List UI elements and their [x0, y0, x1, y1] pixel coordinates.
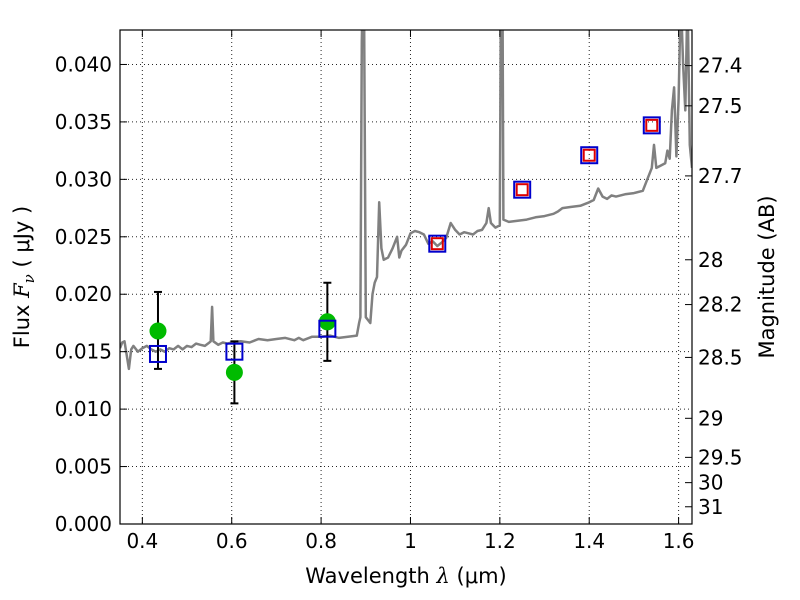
model-square-blue	[513, 180, 532, 199]
observed-marker	[225, 363, 243, 381]
observed-marker	[149, 322, 167, 340]
x-tick-label: 1.6	[663, 529, 695, 553]
x-tick-label: 0.4	[126, 529, 158, 553]
model-square-red	[645, 118, 659, 132]
ticks	[120, 30, 692, 525]
axis-labels: 0.4 0.6 0.8 1 1.2 1.4 1.6 0.000 0.005 0.010 0.015 0…	[10, 52, 779, 588]
y-axis-title: Flux Fν ( μJy )	[10, 206, 38, 348]
magnitude-axis-title: Magnitude (AB)	[755, 195, 779, 358]
model-square-red	[515, 183, 529, 197]
x-axis-title: Wavelength λ (μm)	[305, 564, 506, 588]
sed-line	[120, 30, 692, 371]
y-tick-label: 0.030	[55, 167, 112, 191]
y-tick-label: 0.015	[55, 340, 112, 364]
model-square-blue	[580, 146, 599, 165]
magnitude-tick-label: 27.4	[698, 54, 743, 78]
series-layer	[120, 30, 692, 405]
y-tick-label: 0.020	[55, 282, 112, 306]
x-tick-label: 1.2	[484, 529, 516, 553]
y-tick-label: 0.025	[55, 225, 112, 249]
magnitude-tick-label: 27.7	[698, 164, 743, 188]
observed-point	[225, 340, 243, 405]
magnitude-tick-label: 29.5	[698, 445, 743, 469]
x-tick-label: 0.8	[305, 529, 337, 553]
observed-point	[318, 281, 336, 362]
x-tick-label: 1	[404, 529, 417, 553]
model-square-red	[582, 148, 596, 162]
magnitude-tick-label: 28	[698, 248, 723, 272]
magnitude-tick-label: 27.5	[698, 94, 743, 118]
magnitude-tick-label: 28.2	[698, 293, 743, 317]
y-tick-label: 0.005	[55, 455, 112, 479]
model-square-blue	[225, 342, 244, 361]
observed-marker	[318, 313, 336, 331]
model-square-red	[430, 237, 444, 251]
plot-frame	[119, 29, 693, 525]
observed-point	[149, 290, 167, 370]
magnitude-tick-label: 29	[698, 406, 723, 430]
y-tick-label: 0.000	[55, 512, 112, 536]
magnitude-tick-label: 30	[698, 471, 723, 495]
x-tick-label: 0.6	[216, 529, 248, 553]
model-square-blue	[428, 234, 447, 253]
model-square-blue	[148, 344, 167, 363]
y-tick-label: 0.010	[55, 397, 112, 421]
x-tick-label: 1.4	[573, 529, 605, 553]
model-square-blue	[642, 116, 661, 135]
magnitude-tick-label: 28.5	[698, 345, 743, 369]
y-tick-label: 0.035	[55, 110, 112, 134]
y-tick-label: 0.040	[55, 52, 112, 76]
model-square-blue	[318, 319, 337, 338]
magnitude-tick-label: 31	[698, 495, 723, 519]
